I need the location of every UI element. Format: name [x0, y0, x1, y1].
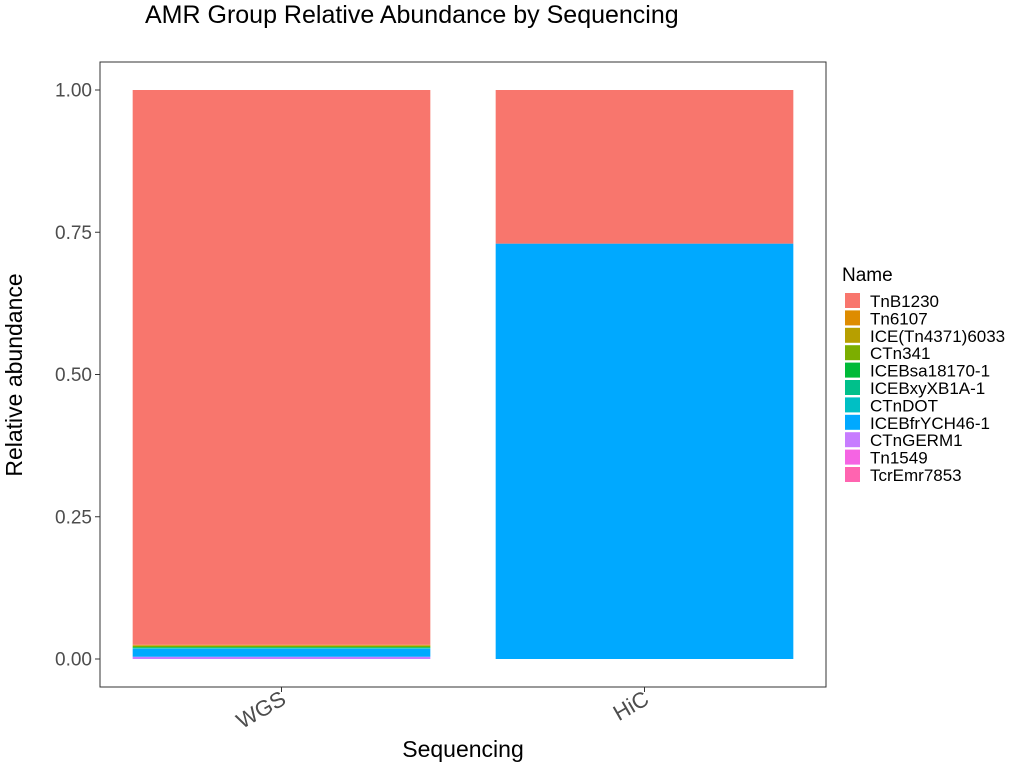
bar-segment [132, 647, 431, 649]
bar-segment [132, 645, 431, 648]
legend-label: ICEBsa18170-1 [870, 362, 990, 381]
bar-segment [132, 648, 431, 649]
bar-segment [495, 243, 794, 659]
legend-swatch [845, 432, 860, 448]
legend-label: ICEBxyXB1A-1 [870, 379, 985, 398]
legend-swatch [845, 397, 860, 413]
legend-title: Name [842, 265, 893, 286]
legend-label: Tn1549 [870, 449, 928, 468]
bar-segment [132, 648, 431, 657]
legend-label: CTnGERM1 [870, 431, 963, 450]
bar-segment [132, 645, 431, 646]
legend-swatch [845, 345, 860, 361]
legend-label: TnB1230 [870, 292, 939, 311]
y-tick-label: 0.75 [55, 223, 92, 244]
legend-swatch [845, 362, 860, 378]
legend-swatch [845, 327, 860, 343]
chart-title: AMR Group Relative Abundance by Sequenci… [145, 1, 679, 29]
legend-label: CTnDOT [870, 396, 938, 415]
legend-label: Tn6107 [870, 309, 928, 328]
y-tick-label: 0.00 [55, 650, 92, 671]
legend-swatch [845, 414, 860, 430]
legend-swatch [845, 467, 860, 482]
legend: Name TnB1230Tn6107ICE(Tn4371)6033CTn341I… [842, 265, 1005, 485]
y-axis: 0.00 0.25 0.50 0.75 1.00 [55, 81, 100, 671]
y-tick-label: 0.50 [55, 365, 92, 386]
legend-swatch [845, 310, 860, 326]
x-tick-label: WGS [232, 686, 290, 734]
legend-label: CTn341 [870, 344, 930, 363]
x-axis: WGS HiC [232, 686, 653, 734]
bars-group [132, 90, 794, 659]
bar-segment [132, 90, 431, 645]
bar-segment [132, 644, 431, 646]
x-tick-label: HiC [609, 686, 653, 726]
legend-label: ICEBfrYCH46-1 [870, 414, 990, 433]
x-axis-title: Sequencing [402, 736, 524, 762]
legend-label: ICE(Tn4371)6033 [870, 327, 1005, 346]
y-axis-title: Relative abundance [1, 273, 27, 476]
legend-swatch [845, 380, 860, 395]
legend-swatch [845, 449, 860, 465]
y-tick-label: 0.25 [55, 507, 92, 528]
legend-label: TcrEmr7853 [870, 466, 962, 485]
bar-segment [495, 90, 794, 244]
bar-segment [132, 647, 431, 648]
bar-segment [132, 656, 431, 659]
legend-swatch [845, 293, 860, 308]
y-tick-label: 1.00 [55, 81, 92, 102]
